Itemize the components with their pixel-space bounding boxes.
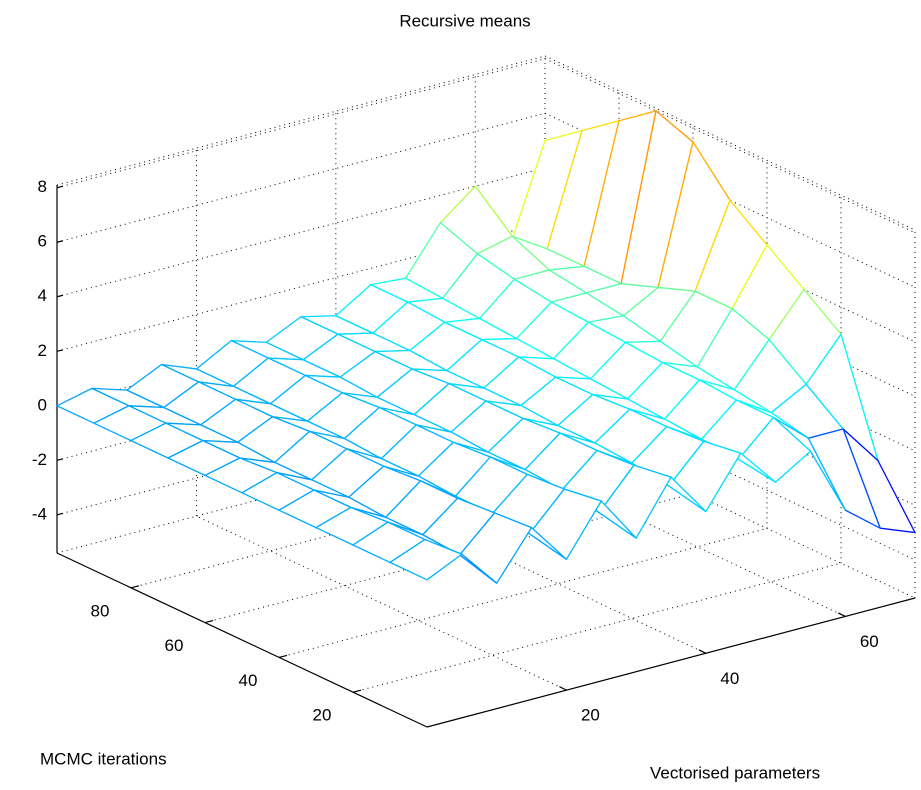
grid-line [544, 167, 916, 343]
grid-line [278, 527, 768, 658]
z-tick-label: -4 [32, 504, 47, 523]
tick-mark [56, 512, 64, 516]
grid-line [544, 58, 916, 234]
x-tick-label: 40 [720, 669, 739, 688]
grid-line [352, 562, 842, 693]
chart-title: Recursive means [399, 11, 530, 30]
x-tick-label: 20 [581, 706, 600, 725]
box-edge [56, 55, 546, 186]
x-tick-label: 60 [860, 632, 879, 651]
grid-line [544, 221, 916, 397]
y-axis [56, 552, 428, 728]
tick-mark [56, 294, 64, 298]
x-axis [426, 597, 916, 728]
tick-mark [204, 620, 214, 624]
z-tick-label: 6 [38, 232, 47, 251]
tick-mark [56, 240, 64, 243]
tick-mark [559, 686, 567, 691]
grid-line [544, 112, 916, 288]
grid-line [56, 112, 546, 243]
y-tick-label: 60 [165, 636, 184, 655]
grid-line [56, 167, 546, 298]
grid-line [196, 515, 567, 691]
y-tick-label: 20 [313, 706, 332, 725]
tick-mark [352, 689, 362, 693]
y-axis-label: MCMC iterations [40, 749, 167, 768]
tick-mark [838, 612, 846, 617]
tick-mark [698, 649, 707, 654]
z-tick-label: -2 [32, 450, 47, 469]
x-axis-label: Vectorised parameters [650, 763, 820, 782]
grid-line [56, 58, 546, 189]
z-tick-label: 2 [38, 341, 47, 360]
z-tick-label: 0 [38, 395, 47, 414]
z-tick-label: 8 [38, 177, 47, 196]
tick-mark [130, 585, 140, 589]
y-tick-label: 40 [239, 671, 258, 690]
box-edge [544, 423, 916, 599]
box-edge [544, 55, 916, 231]
tick-mark [278, 654, 288, 658]
tick-mark [56, 349, 64, 352]
grid-line [544, 385, 916, 561]
z-tick-label: 4 [38, 286, 47, 305]
tick-mark [56, 185, 64, 189]
mesh-cell [388, 538, 464, 581]
tick-mark [56, 458, 64, 461]
y-tick-label: 80 [91, 601, 110, 620]
